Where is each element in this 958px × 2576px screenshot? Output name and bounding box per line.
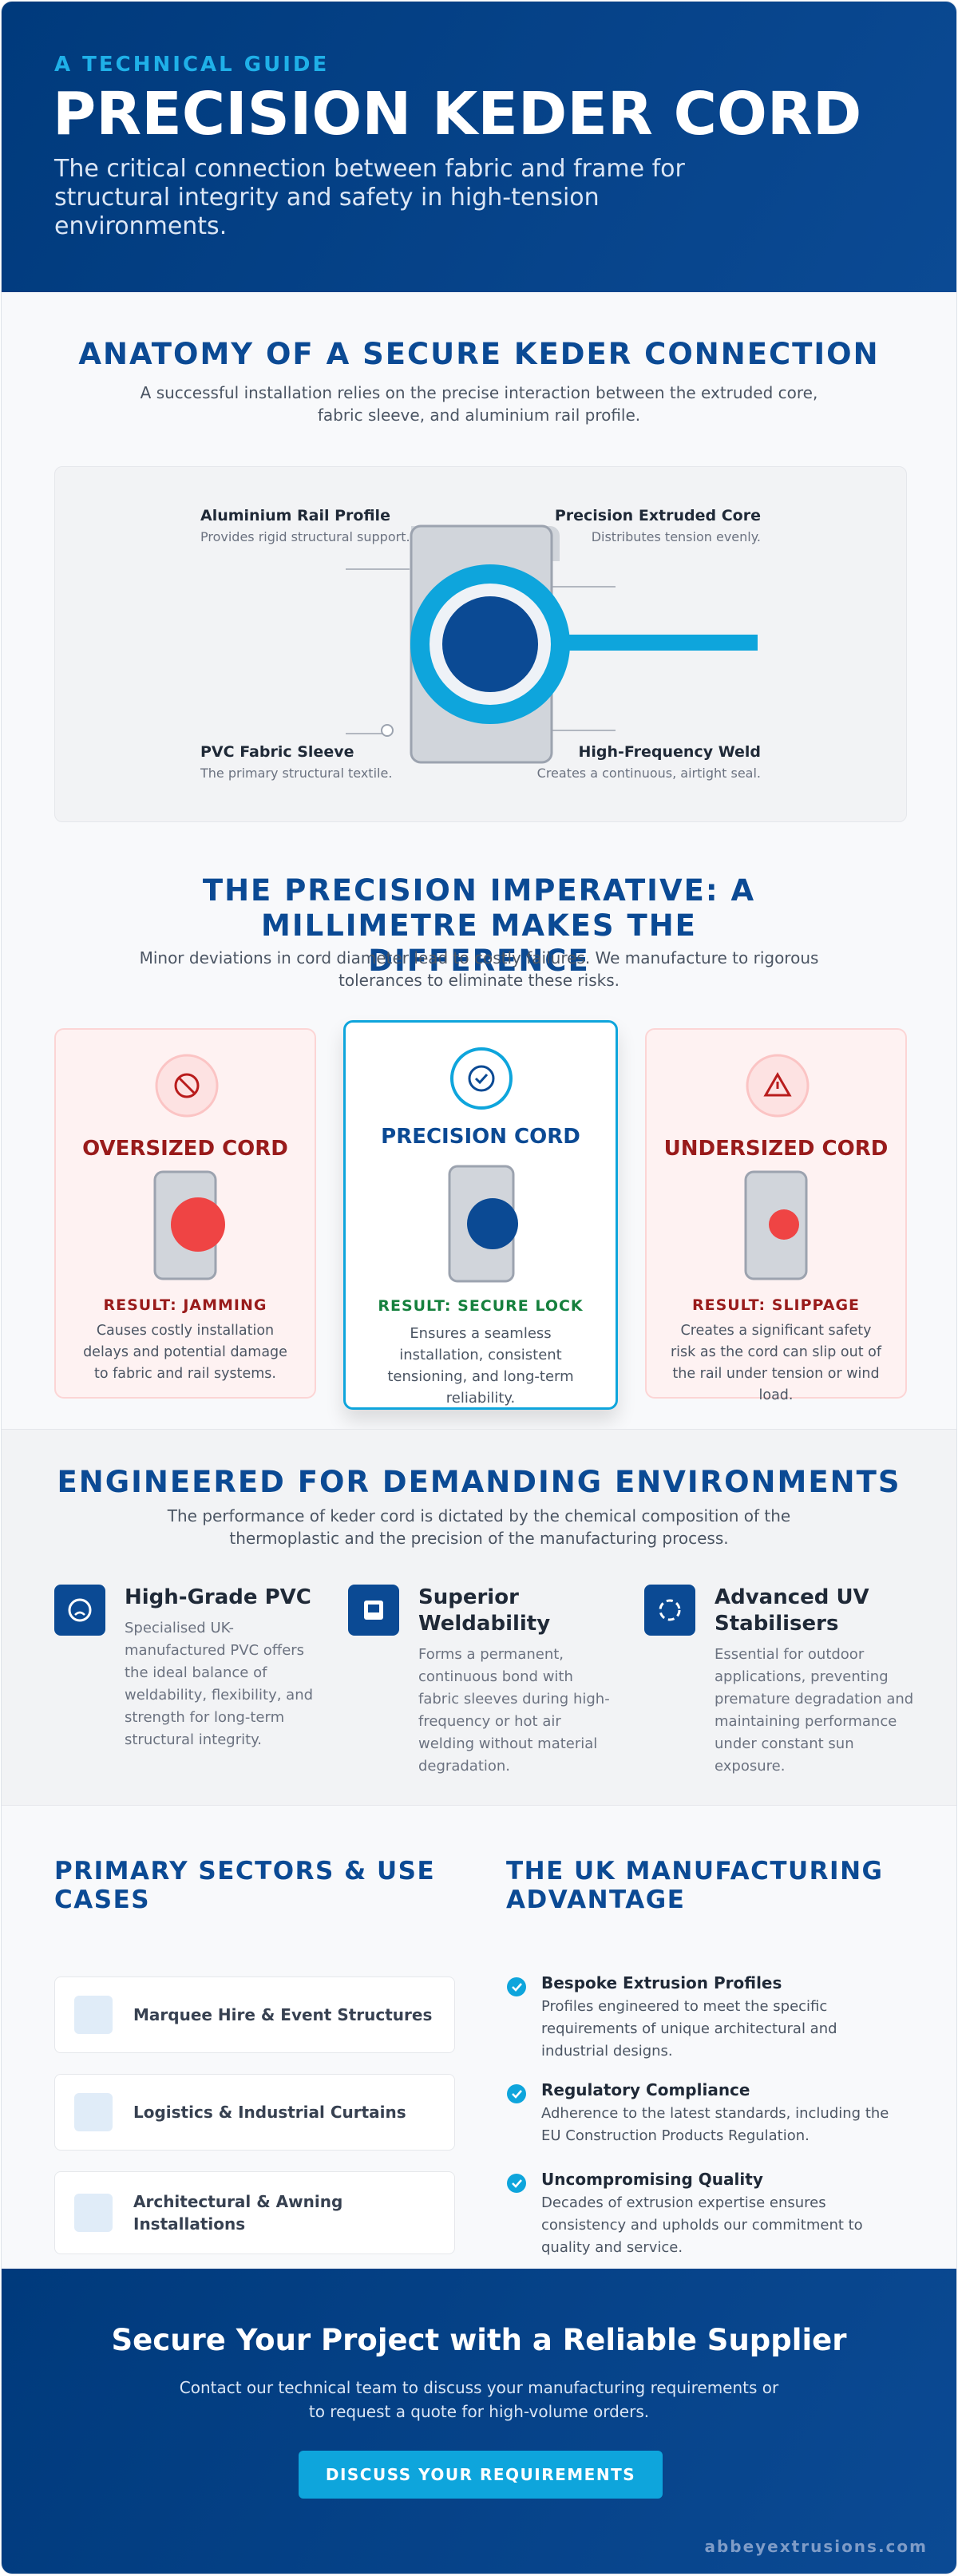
precision-section: THE PRECISION IMPERATIVE: A MILLIMETRE M… bbox=[2, 837, 956, 1429]
comparison-card: UNDERSIZED CORD RESULT: SLIPPAGE Creates… bbox=[645, 1028, 907, 1403]
card-text: Causes costly installation delays and po… bbox=[83, 1323, 287, 1382]
title: PRECISION KEDER CORD bbox=[53, 80, 862, 148]
advantage-list: Bespoke Extrusion Profiles Profiles engi… bbox=[506, 1973, 905, 2259]
feature: Superior Weldability Forms a permanent, c… bbox=[418, 1585, 618, 1778]
diagram-label: High-Frequency Weld Creates a continuous,… bbox=[537, 743, 761, 781]
eyebrow: A TECHNICAL GUIDE bbox=[54, 53, 330, 77]
point-text: Decades of extrusion expertise ensures c… bbox=[541, 2194, 863, 2256]
cta-text: Contact our technical team to discuss yo… bbox=[179, 2378, 779, 2421]
label-title: Precision Extruded Core bbox=[554, 507, 761, 524]
feature-text: Forms a permanent, continuous bond with … bbox=[418, 1646, 610, 1775]
diagram-label: Precision Extruded Core Distributes tensi… bbox=[555, 507, 761, 544]
sector-item: Architectural & Awning Installations bbox=[54, 2171, 455, 2254]
sector-label: Architectural & Awning Installations bbox=[133, 2192, 343, 2234]
sector-item: Logistics & Industrial Curtains bbox=[54, 2074, 455, 2151]
card-title: OVERSIZED CORD bbox=[82, 1137, 288, 1161]
card-text: Creates a significant safety risk as the… bbox=[670, 1323, 882, 1403]
card-diagram bbox=[153, 1170, 225, 1280]
core bbox=[442, 596, 538, 692]
section-description: Minor deviations in cord diameter lead t… bbox=[139, 948, 819, 990]
sector-label: Logistics & Industrial Curtains bbox=[133, 2103, 406, 2122]
keder-diagram bbox=[346, 524, 758, 764]
advantage-point: Bespoke Extrusion Profiles Profiles engi… bbox=[506, 1973, 905, 2080]
cta-title: Secure Your Project with a Reliable Supp… bbox=[111, 2323, 847, 2357]
sectors-section: PRIMARY SECTORS & USE CASES Marquee Hire… bbox=[2, 1806, 956, 2269]
feature-title: High-Grade PVC bbox=[125, 1585, 311, 1609]
diagram-label: Aluminium Rail Profile Provides rigid str… bbox=[200, 507, 410, 544]
card-result: RESULT: SLIPPAGE bbox=[691, 1296, 861, 1314]
section-description: A successful installation relies on the … bbox=[140, 383, 818, 425]
card-icon bbox=[450, 1047, 513, 1110]
advantage-point: Uncompromising Quality Decades of extrus… bbox=[506, 2170, 905, 2259]
feature: Advanced UV Stabilisers Essential for out… bbox=[715, 1585, 914, 1778]
card-diagram bbox=[744, 1170, 808, 1280]
feature-icon bbox=[54, 1585, 105, 1636]
check-icon bbox=[507, 2174, 526, 2193]
card-icon bbox=[155, 1054, 219, 1118]
point-title: Regulatory Compliance bbox=[541, 2080, 750, 2099]
sector-item: Marquee Hire & Event Structures bbox=[54, 1977, 455, 2053]
section-title: PRIMARY SECTORS & USE CASES bbox=[54, 1857, 436, 1914]
section-title: ENGINEERED FOR DEMANDING ENVIRONMENTS bbox=[57, 1465, 901, 1499]
point-text: Profiles engineered to meet the specific… bbox=[541, 1998, 837, 2060]
advantage-point: Regulatory Compliance Adherence to the l… bbox=[506, 2080, 905, 2170]
card-text: Ensures a seamless installation, consist… bbox=[387, 1325, 574, 1407]
card-result: RESULT: JAMMING bbox=[103, 1296, 267, 1314]
check-icon bbox=[507, 1977, 526, 1996]
label-text: Distributes tension evenly. bbox=[591, 529, 761, 544]
label-title: High-Frequency Weld bbox=[578, 743, 761, 761]
leader-dot bbox=[381, 724, 394, 737]
comparison-card: OVERSIZED CORD RESULT: JAMMING Causes co… bbox=[54, 1028, 316, 1399]
cta-section: Secure Your Project with a Reliable Supp… bbox=[2, 2269, 956, 2574]
section-title: THE UK MANUFACTURING ADVANTAGE bbox=[506, 1857, 884, 1914]
label-text: Creates a continuous, airtight seal. bbox=[536, 766, 761, 781]
label-title: Aluminium Rail Profile bbox=[200, 507, 390, 524]
diagram-panel: Aluminium Rail Profile Provides rigid str… bbox=[54, 466, 907, 822]
label-title: PVC Fabric Sleeve bbox=[200, 743, 354, 761]
card-title: UNDERSIZED CORD bbox=[663, 1137, 889, 1161]
point-text: Adherence to the latest standards, inclu… bbox=[541, 2105, 889, 2144]
label-text: Provides rigid structural support. bbox=[200, 529, 410, 544]
feature-text: Specialised UK-manufactured PVC offers t… bbox=[125, 1620, 314, 1748]
subtitle: The critical connection between fabric a… bbox=[54, 155, 685, 240]
header: A TECHNICAL GUIDE PRECISION KEDER CORD T… bbox=[2, 2, 956, 292]
point-title: Bespoke Extrusion Profiles bbox=[541, 1973, 782, 1992]
card-result: RESULT: SECURE LOCK bbox=[378, 1297, 584, 1315]
card-diagram bbox=[448, 1165, 518, 1283]
cta-button[interactable]: DISCUSS YOUR REQUIREMENTS bbox=[299, 2451, 663, 2499]
feature-icon bbox=[348, 1585, 399, 1636]
sector-label: Marquee Hire & Event Structures bbox=[133, 2005, 433, 2024]
sector-icon bbox=[74, 2093, 113, 2131]
diagram-label: PVC Fabric Sleeve The primary structural … bbox=[200, 743, 392, 781]
card-title: PRECISION CORD bbox=[381, 1125, 580, 1149]
comparison-card: PRECISION CORD RESULT: SECURE LOCK Ensur… bbox=[343, 1020, 618, 1410]
sector-icon bbox=[74, 2194, 113, 2232]
section-title: THE PRECISION IMPERATIVE: A MILLIMETRE M… bbox=[202, 873, 756, 978]
feature-text: Essential for outdoor applications, prev… bbox=[715, 1646, 914, 1775]
domain: abbeyextrusions.com bbox=[704, 2537, 928, 2556]
feature-icon bbox=[644, 1585, 695, 1636]
label-text: The primary structural textile. bbox=[200, 766, 393, 781]
environments-section: ENGINEERED FOR DEMANDING ENVIRONMENTS Th… bbox=[2, 1429, 956, 1806]
check-icon bbox=[507, 2084, 526, 2103]
section-description: The performance of keder cord is dictate… bbox=[167, 1506, 791, 1548]
sector-icon bbox=[74, 1996, 113, 2034]
anatomy-section: ANATOMY OF A SECURE KEDER CONNECTION A s… bbox=[2, 292, 956, 837]
point-title: Uncompromising Quality bbox=[541, 2170, 763, 2189]
section-title: ANATOMY OF A SECURE KEDER CONNECTION bbox=[78, 337, 880, 371]
card-icon bbox=[746, 1054, 810, 1118]
feature-title: Advanced UV Stabilisers bbox=[715, 1585, 869, 1636]
feature-title: Superior Weldability bbox=[418, 1585, 551, 1636]
feature: High-Grade PVC Specialised UK-manufacture… bbox=[125, 1585, 324, 1751]
